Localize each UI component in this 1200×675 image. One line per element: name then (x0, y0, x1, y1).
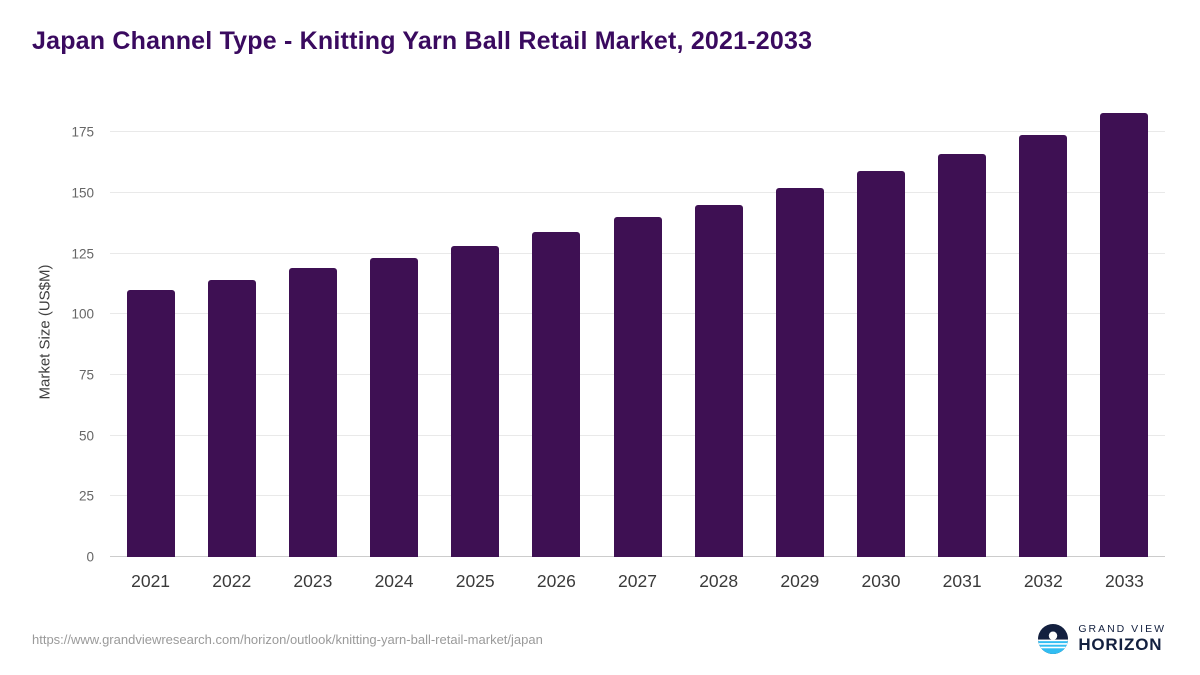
gridline-175 (110, 131, 1165, 133)
x-tick-label-2026: 2026 (536, 571, 576, 591)
bar-slot-2027 (597, 108, 678, 557)
y-tick-label-150: 150 (71, 185, 94, 201)
bar-slot-2022 (191, 108, 272, 557)
y-tick-label-25: 25 (78, 488, 94, 504)
chart-title: Japan Channel Type - Knitting Yarn Ball … (32, 27, 813, 55)
x-tick-label-2031: 2031 (942, 571, 982, 591)
bar-slot-2021 (110, 108, 191, 557)
brand-name-top: GRAND VIEW (1078, 623, 1166, 636)
x-tick-label-2022: 2022 (212, 571, 252, 591)
bar-2022 (207, 280, 256, 557)
x-tick-label-2023: 2023 (293, 571, 333, 591)
y-axis-tick-labels: 0 25 50 75 100 125 150 175 (0, 108, 110, 565)
brand-logo: GRAND VIEW HORIZON (1038, 623, 1166, 655)
x-tick-label-2029: 2029 (780, 571, 820, 591)
bar-slot-2024 (353, 108, 434, 557)
bar-2028 (694, 205, 743, 557)
bar-2027 (613, 217, 662, 557)
bar-slot-2032 (1003, 108, 1084, 557)
bar-series (110, 108, 1165, 557)
gridline-150 (110, 191, 1165, 193)
bar-2029 (775, 188, 824, 557)
y-tick-label-50: 50 (78, 428, 94, 444)
bar-2033 (1100, 112, 1149, 557)
x-tick-label-2025: 2025 (455, 571, 495, 591)
bar-2030 (856, 171, 905, 557)
y-tick-label-125: 125 (71, 246, 94, 262)
bar-2025 (451, 246, 500, 557)
x-tick-label-2024: 2024 (374, 571, 414, 591)
bar-2032 (1019, 134, 1068, 557)
bar-slot-2030 (840, 108, 921, 557)
x-axis-tick-labels: 2021 2022 2023 2024 2025 2026 2027 2028 2029 2030… (110, 557, 1165, 592)
brand-logo-text: GRAND VIEW HORIZON (1078, 623, 1166, 655)
bar-2021 (126, 290, 175, 557)
bar-2023 (288, 268, 337, 557)
x-tick-label-2021: 2021 (131, 571, 171, 591)
y-tick-label-100: 100 (71, 306, 94, 322)
bar-slot-2026 (516, 108, 597, 557)
bar-slot-2028 (678, 108, 759, 557)
plot-area (110, 108, 1165, 557)
horizon-logo-icon (1038, 624, 1069, 655)
x-tick-label-2027: 2027 (618, 571, 657, 591)
x-tick-label-2030: 2030 (861, 571, 901, 591)
y-tick-label-75: 75 (78, 367, 94, 383)
x-tick-label-2033: 2033 (1104, 571, 1144, 591)
x-tick-label-2028: 2028 (699, 571, 739, 591)
bar-slot-2033 (1084, 108, 1165, 557)
source-url: https://www.grandviewresearch.com/horizo… (32, 632, 543, 647)
bar-slot-2031 (922, 108, 1003, 557)
y-tick-label-0: 0 (86, 549, 94, 565)
x-tick-label-2032: 2032 (1023, 571, 1063, 591)
bar-slot-2023 (272, 108, 353, 557)
bar-2031 (938, 154, 987, 557)
brand-name-bottom: HORIZON (1078, 635, 1163, 655)
bar-slot-2025 (435, 108, 516, 557)
y-tick-label-175: 175 (71, 124, 94, 140)
bar-2026 (532, 231, 581, 557)
bar-2024 (370, 258, 419, 557)
bar-slot-2029 (759, 108, 840, 557)
